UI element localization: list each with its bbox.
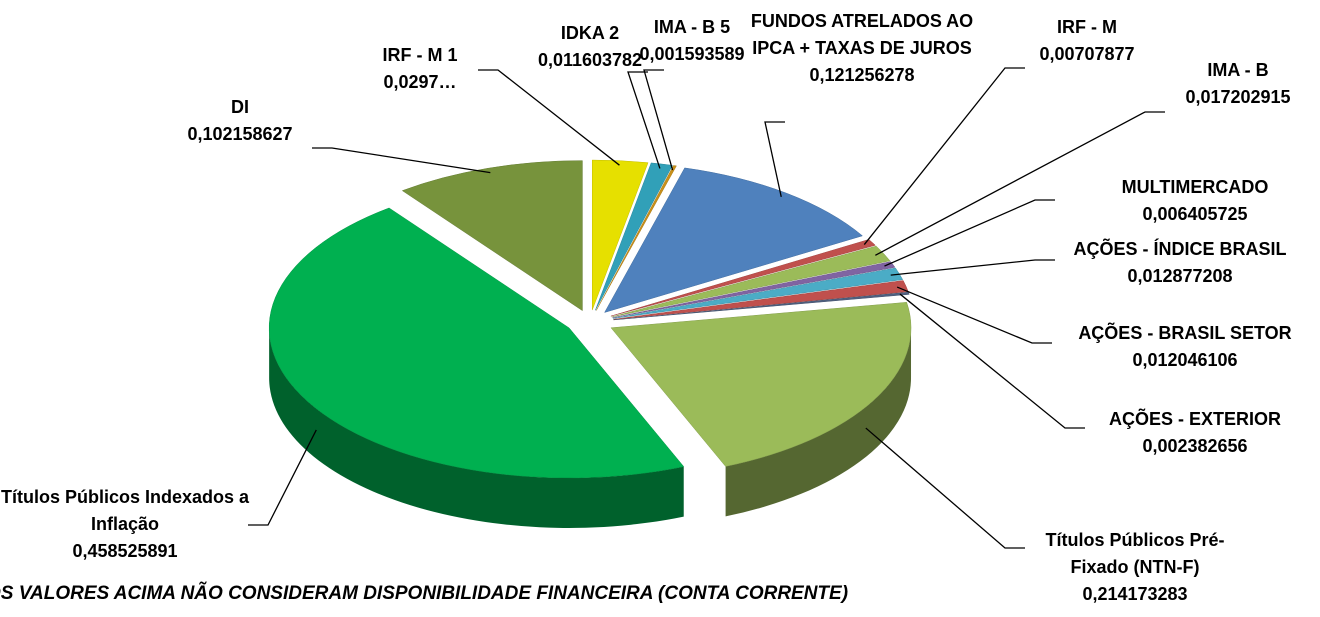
slice-name: MULTIMERCADO: [1121, 177, 1269, 197]
data-label: IRF - M 0,00707877: [1012, 14, 1162, 68]
slice-top: [595, 162, 673, 311]
slice: [401, 160, 583, 312]
slice-name: IRF - M 1: [382, 45, 458, 65]
data-label: IRF - M 1 0,0297…: [350, 42, 490, 96]
leader-line: [312, 147, 491, 174]
leader-line: [890, 259, 1055, 276]
slice: [612, 261, 896, 318]
leader-line: [884, 199, 1055, 267]
slice-top: [610, 302, 912, 467]
leader-line: [248, 429, 317, 526]
slice-top: [596, 165, 677, 311]
slice-side: [725, 327, 912, 517]
data-label: IMA - B 0,017202915: [1158, 57, 1318, 111]
data-label: Títulos Públicos Pré-Fixado (NTN-F) 0,214…: [1030, 527, 1240, 608]
data-label: IMA - B 5 0,001593589: [622, 14, 762, 68]
slice-value: 0,121256278: [809, 65, 915, 85]
slice-value: 0,002382656: [1142, 436, 1248, 456]
slice-value: 0,017202915: [1185, 87, 1291, 107]
leader-line: [865, 427, 1025, 549]
slice-value: 0,012046106: [1132, 350, 1238, 370]
slice-value: 0,102158627: [187, 124, 293, 144]
slice-value: 0,006405725: [1142, 204, 1248, 224]
slice-value: 0,001593589: [639, 44, 745, 64]
slice-name: DI: [231, 97, 249, 117]
leader-line: [896, 286, 1052, 344]
leader-line: [863, 67, 1025, 245]
slice-name: IMA - B 5: [653, 17, 731, 37]
data-label: IDKA 2 0,011603782: [520, 20, 660, 74]
leader-line: [875, 111, 1165, 256]
slice-top: [401, 160, 583, 312]
footnote: OS VALORES ACIMA NÃO CONSIDERAM DISPONIB…: [0, 583, 849, 604]
leader-line: [899, 293, 1085, 429]
slice-value: 0,012877208: [1127, 266, 1233, 286]
slice-top: [268, 207, 685, 479]
slice: [268, 207, 685, 528]
slice-value: 0,458525891: [72, 541, 178, 561]
slice-value: 0,011603782: [537, 50, 643, 70]
leader-lines: [248, 67, 1165, 549]
slice-top: [612, 261, 896, 318]
slice-name: IMA - B: [1207, 60, 1269, 80]
slice-name: AÇÕES - EXTERIOR: [1108, 409, 1282, 429]
slice-name: IDKA 2: [560, 23, 620, 43]
slice-name: IRF - M: [1057, 17, 1117, 37]
slice: [596, 165, 677, 311]
leader-line: [627, 71, 661, 169]
slice: [591, 159, 649, 311]
slice-name: AÇÕES - ÍNDICE BRASIL: [1073, 239, 1287, 259]
slice-value: 0,0297…: [383, 72, 457, 92]
data-label: Títulos Públicos Indexados a Inflação 0,4…: [0, 484, 250, 565]
slice: [611, 245, 891, 318]
data-label: AÇÕES - EXTERIOR 0,002382656: [1080, 406, 1310, 460]
slice-value: 0,00707877: [1039, 44, 1135, 64]
data-label: MULTIMERCADO 0,006405725: [1095, 174, 1295, 228]
leader-line: [764, 121, 785, 197]
slice: [595, 162, 673, 311]
slice: [610, 302, 912, 517]
data-label: DI 0,102158627: [150, 94, 330, 148]
slice-top: [611, 245, 891, 318]
slice-name: Títulos Públicos Indexados a Inflação: [0, 487, 250, 534]
slice-top: [591, 159, 649, 311]
slice-name: FUNDOS ATRELADOS AO IPCA + TAXAS DE JURO…: [750, 11, 974, 58]
slice: [604, 167, 863, 313]
slice-name: Títulos Públicos Pré-Fixado (NTN-F): [1045, 530, 1225, 577]
data-label: AÇÕES - BRASIL SETOR 0,012046106: [1055, 320, 1315, 374]
data-label: AÇÕES - ÍNDICE BRASIL 0,012877208: [1050, 236, 1310, 290]
leader-line: [478, 69, 620, 166]
slice-value: 0,214173283: [1082, 584, 1188, 604]
slice-top: [604, 167, 863, 313]
data-label: FUNDOS ATRELADOS AO IPCA + TAXAS DE JURO…: [747, 8, 977, 89]
leader-line: [643, 69, 674, 171]
slice-name: AÇÕES - BRASIL SETOR: [1078, 323, 1292, 343]
